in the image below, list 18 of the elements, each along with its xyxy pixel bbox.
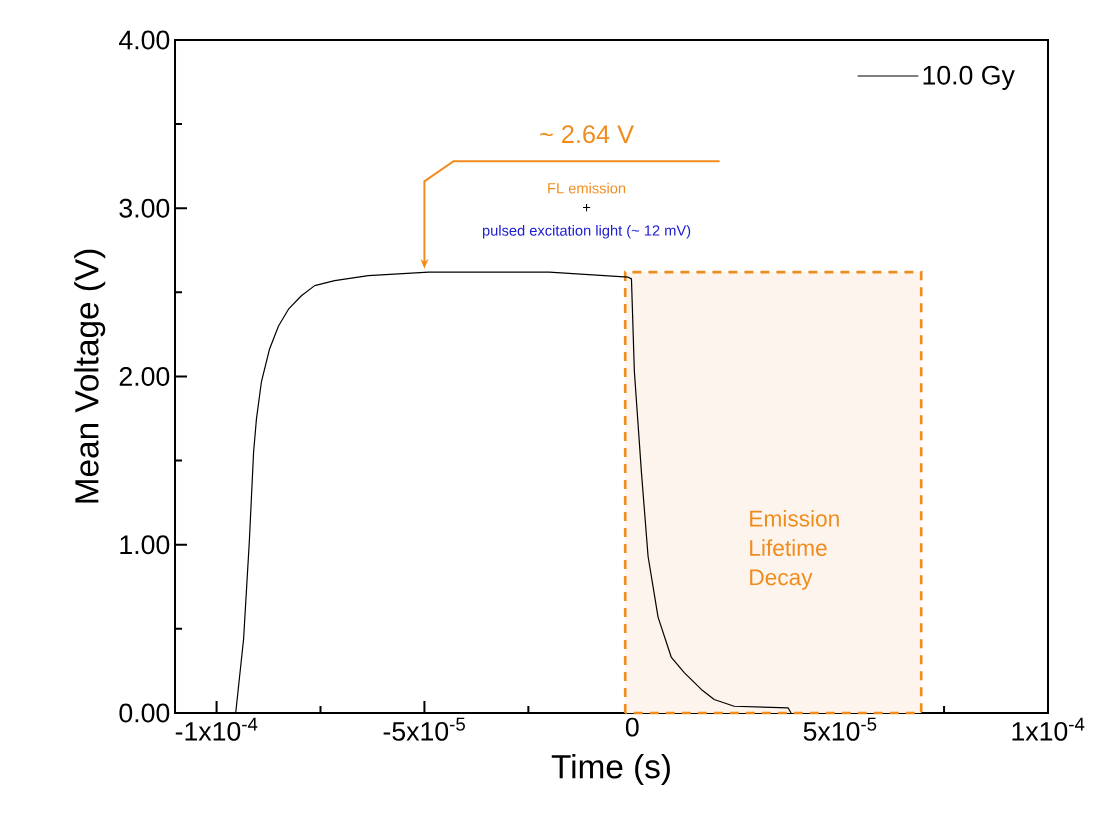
x-axis-title: Time (s)	[551, 753, 670, 786]
y-tick-label: 3.00	[119, 198, 170, 218]
band-label: Emission Lifetime Decay	[750, 510, 839, 590]
x-tick-label: -5x10$^{-5}$	[383, 717, 465, 741]
x-tick-label: 5x10$^{-5}$	[803, 717, 877, 741]
y-tick-label: 0.00	[119, 703, 170, 723]
annotation: ~ 2.64 V	[540, 125, 634, 144]
y-tick-label: 4.00	[119, 30, 170, 50]
annotation: FL emission	[548, 182, 626, 194]
x-tick-label: 1x10$^{-4}$	[1012, 717, 1085, 741]
legend-label: 10.0 Gy	[923, 65, 1015, 90]
annotation: +	[582, 204, 591, 212]
x-tick-label: 0	[625, 717, 639, 737]
y-tick-label: 1.00	[120, 535, 170, 555]
x-tick-label: -1x10$^{-4}$	[175, 717, 258, 741]
y-tick-label: 2.00	[119, 367, 170, 386]
y-axis-title: Mean Voltage (V)	[74, 249, 106, 503]
annotation: pulsed excitation light (~ 12 mV)	[482, 224, 691, 239]
